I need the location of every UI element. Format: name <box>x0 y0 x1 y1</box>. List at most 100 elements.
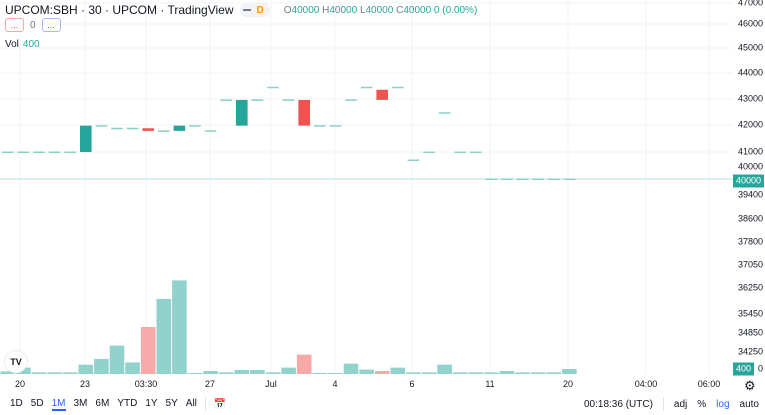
volume-bar <box>281 367 296 374</box>
candle <box>173 125 186 131</box>
volume-bar <box>187 373 203 374</box>
volume-bar <box>437 364 452 374</box>
time-axis-label: 23 <box>79 379 91 389</box>
volume-bar <box>265 372 281 374</box>
volume-bar <box>421 372 437 374</box>
price-axis-label: 45000 <box>738 42 764 53</box>
bottom-toolbar: 1D 5D 1M 3M 6M YTD 1Y 5Y All 📅 00:18:36 (UTC) ad… <box>0 393 765 415</box>
market-status-badge[interactable]: D <box>239 3 270 17</box>
time-axis-label: 04:00 <box>634 379 658 389</box>
candle <box>282 99 295 101</box>
volume-axis-label: 36250 <box>738 282 764 293</box>
log-toggle[interactable]: log <box>716 398 730 410</box>
candle <box>563 178 576 180</box>
indicator-button-left[interactable]: ... <box>5 18 24 32</box>
range-button-5d[interactable]: 5D <box>30 397 44 409</box>
volume-bar <box>62 372 78 374</box>
price-axis-label: 41000 <box>738 146 764 157</box>
indicator-count: 0 <box>30 19 36 31</box>
time-axis-label: 20 <box>562 379 574 389</box>
auto-toggle[interactable]: auto <box>739 398 759 410</box>
gear-icon[interactable]: ⚙ <box>744 378 756 393</box>
volume-bar <box>47 372 62 374</box>
date-range-icon[interactable]: 📅 <box>213 398 227 410</box>
price-axis-label: 40000 <box>738 161 764 172</box>
range-button-ytd[interactable]: YTD <box>117 397 138 409</box>
volume-bar <box>515 372 530 374</box>
volume-axis-label: 37050 <box>738 259 764 270</box>
candle <box>423 151 435 153</box>
range-button-5y[interactable]: 5Y <box>165 397 178 409</box>
range-button-1y[interactable]: 1Y <box>145 397 158 409</box>
candle <box>360 86 373 89</box>
volume-axis-label: 37800 <box>738 236 764 247</box>
candle <box>376 89 388 100</box>
last-volume-tag: 400 <box>733 362 755 376</box>
time-axis-label: Jul <box>265 379 277 389</box>
candle <box>95 125 108 127</box>
volume-bar <box>203 371 218 374</box>
volume-legend: Vol 400 <box>5 39 40 50</box>
candle <box>516 178 529 180</box>
volume-bar <box>156 299 172 374</box>
volume-bar <box>328 373 343 374</box>
candle <box>501 178 513 180</box>
volume-axis-label: 0 <box>758 363 764 374</box>
volume-axis-label: 34250 <box>738 346 764 357</box>
clock[interactable]: 00:18:36 (UTC) <box>583 398 653 410</box>
time-axis-label: 03:30 <box>134 379 158 389</box>
last-price-tag: 40000 <box>733 174 765 188</box>
legend: UPCOM:SBH · 30 · UPCOM · TradingView D O… <box>5 3 477 17</box>
candle <box>48 151 61 153</box>
symbol-title[interactable]: UPCOM:SBH · 30 · UPCOM · TradingView <box>5 3 234 17</box>
volume-axis-label: 39400 <box>738 189 764 200</box>
volume-bar <box>312 373 328 374</box>
time-axis-label: 06:00 <box>697 379 721 389</box>
candle <box>142 128 154 131</box>
volume-bar <box>16 367 31 374</box>
candle <box>204 130 217 132</box>
candle <box>126 127 139 130</box>
volume-bar <box>125 362 140 374</box>
candle <box>236 99 248 126</box>
volume-axis-label: 34850 <box>738 327 764 338</box>
time-axis-label: 20 <box>14 379 26 389</box>
candle <box>298 99 310 126</box>
volume-bar <box>109 345 125 374</box>
adj-toggle[interactable]: adj <box>673 398 688 410</box>
percent-toggle[interactable]: % <box>697 398 707 410</box>
volume-bar <box>406 372 421 374</box>
candle <box>548 178 560 180</box>
range-button-all[interactable]: All <box>185 397 197 409</box>
candle <box>454 151 466 153</box>
volume-axis-label: 38600 <box>738 213 764 224</box>
volume-bar <box>546 372 562 374</box>
tradingview-logo[interactable]: TV <box>5 351 27 373</box>
volume-axis-label: 35450 <box>738 308 764 319</box>
indicator-button-right[interactable]: ... <box>41 18 61 32</box>
volume-bar <box>343 363 359 374</box>
volume-bar <box>562 369 577 374</box>
volume-bar <box>218 372 234 374</box>
candle <box>111 127 123 130</box>
range-button-6m[interactable]: 6M <box>95 397 110 409</box>
price-axis-label: 42000 <box>738 119 764 130</box>
volume-bar <box>31 372 47 374</box>
range-button-1m[interactable]: 1M <box>51 397 66 411</box>
volume-bar <box>374 371 390 374</box>
price-axis-label: 43000 <box>738 93 764 104</box>
candle <box>392 86 404 89</box>
range-button-1d[interactable]: 1D <box>10 397 23 409</box>
candle <box>438 112 451 114</box>
candle <box>33 151 45 153</box>
time-axis-label: 6 <box>409 379 415 389</box>
volume-bar <box>234 370 250 374</box>
volume-bar <box>390 367 406 374</box>
candle <box>2 151 14 153</box>
chart-canvas[interactable] <box>0 0 765 378</box>
time-axis-label: 27 <box>204 379 216 389</box>
range-button-3m[interactable]: 3M <box>73 397 88 409</box>
time-axis-label: 11 <box>485 379 495 389</box>
candle <box>407 159 420 162</box>
volume-bar <box>94 359 109 374</box>
